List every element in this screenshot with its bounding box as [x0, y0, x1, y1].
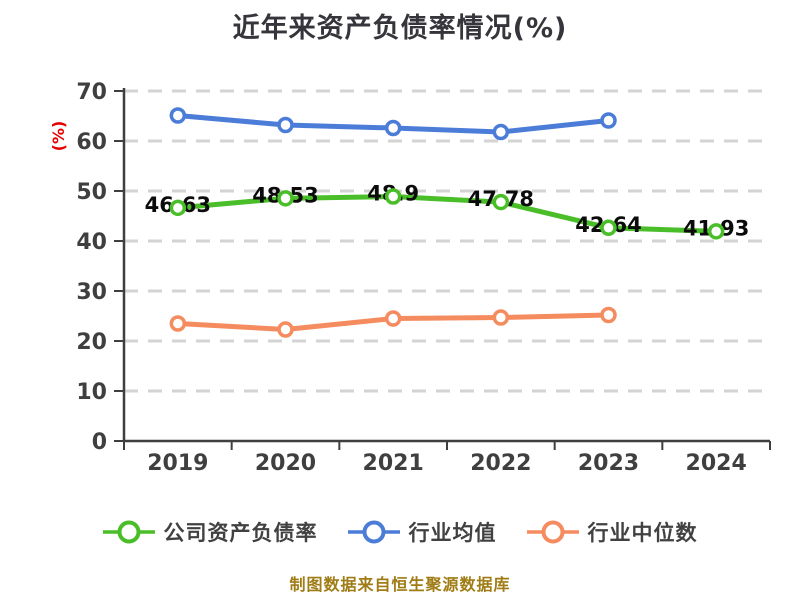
- y-tick-label: 0: [92, 430, 107, 455]
- data-point-marker[interactable]: [600, 306, 617, 324]
- data-point-marker[interactable]: [384, 310, 402, 327]
- data-point-marker[interactable]: [492, 309, 510, 326]
- data-point-marker[interactable]: [277, 190, 294, 207]
- y-tick-label: 20: [76, 330, 107, 355]
- y-tick-label: 40: [76, 230, 107, 255]
- x-tick-label: 2023: [578, 451, 639, 476]
- source-note: 制图数据来自恒生聚源数据库: [289, 575, 511, 594]
- data-point-marker[interactable]: [169, 315, 187, 332]
- data-point-marker[interactable]: [277, 116, 294, 134]
- data-point-marker[interactable]: [707, 223, 725, 240]
- legend-item-2[interactable]: 行业中位数: [526, 517, 698, 547]
- legend-marker-icon: [347, 520, 400, 544]
- plot-area: 0 10 20 30 40 50 60 70 2019 2020 2021 2022 2023 2024 (…: [49, 80, 771, 476]
- data-point-marker[interactable]: [600, 219, 617, 237]
- legend-item-1[interactable]: 行业均值: [347, 517, 497, 547]
- y-tick-label: 30: [76, 280, 107, 305]
- legend-label: 行业中位数: [587, 521, 698, 545]
- x-tick-label: 2024: [686, 451, 747, 476]
- y-tick-label: 70: [76, 80, 107, 105]
- y-axis-unit-label: (%): [49, 121, 68, 152]
- data-point-marker[interactable]: [169, 199, 187, 217]
- y-tick-label: 10: [76, 380, 107, 405]
- legend-marker-icon: [102, 520, 155, 544]
- legend-label: 行业均值: [408, 521, 497, 545]
- y-tick-label: 50: [76, 180, 107, 205]
- x-tick-label: 2019: [147, 451, 208, 476]
- data-point-marker[interactable]: [384, 119, 402, 137]
- data-point-marker[interactable]: [492, 193, 510, 211]
- legend-marker-icon: [526, 520, 579, 544]
- legend-item-0[interactable]: 公司资产负债率: [102, 517, 318, 547]
- legend: 公司资产负债率 行业均值 行业中位数: [0, 517, 800, 547]
- x-tick-label: 2022: [470, 451, 531, 476]
- y-tick-label: 60: [76, 130, 107, 155]
- data-point-marker[interactable]: [169, 107, 187, 124]
- series-line-0: [175, 194, 719, 234]
- data-point-marker[interactable]: [492, 123, 510, 141]
- legend-label: 公司资产负债率: [163, 521, 318, 545]
- data-point-marker[interactable]: [277, 321, 294, 338]
- data-point-marker[interactable]: [384, 188, 402, 205]
- chart-title: 近年来资产负债率情况(%): [232, 13, 568, 44]
- data-point-marker[interactable]: [600, 112, 617, 129]
- x-tick-label: 2020: [255, 451, 316, 476]
- x-tick-label: 2021: [363, 451, 424, 476]
